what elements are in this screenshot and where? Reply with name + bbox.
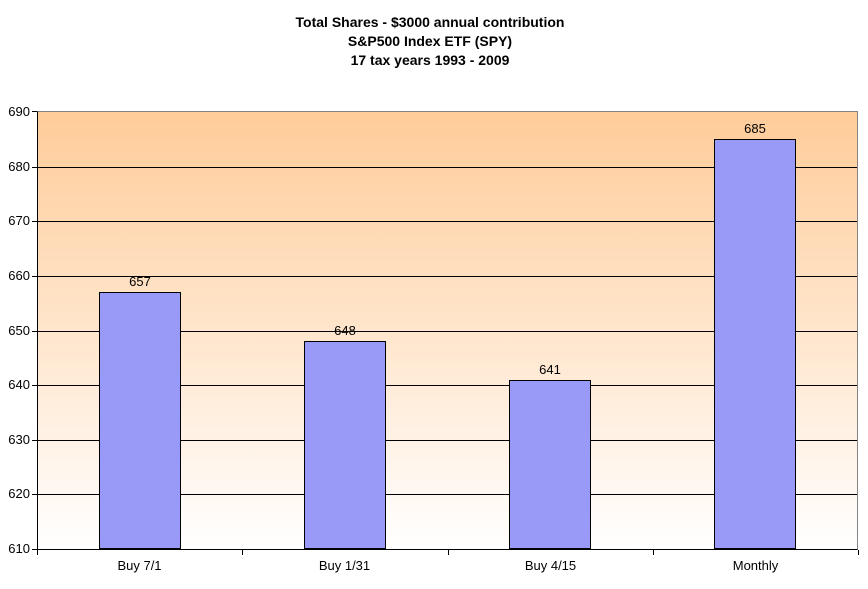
x-axis-label: Buy 4/15 bbox=[524, 558, 577, 573]
chart-title-line-3: 17 tax years 1993 - 2009 bbox=[350, 52, 510, 68]
y-tick-label: 670 bbox=[8, 213, 30, 228]
gridline bbox=[38, 276, 857, 277]
x-tick bbox=[653, 550, 654, 555]
y-tick bbox=[32, 549, 37, 550]
chart-title: Total Shares - $3000 annual contribution… bbox=[0, 13, 860, 70]
plot-area: 657 648 641 685 bbox=[37, 111, 858, 550]
bar bbox=[714, 139, 796, 549]
bar-value-label: 641 bbox=[539, 362, 561, 377]
bar bbox=[509, 380, 591, 549]
y-tick bbox=[32, 276, 37, 277]
gridline bbox=[38, 221, 857, 222]
y-tick bbox=[32, 494, 37, 495]
x-tick bbox=[858, 550, 859, 555]
y-tick-label: 620 bbox=[8, 486, 30, 501]
y-tick-label: 660 bbox=[8, 268, 30, 283]
bar-value-label: 685 bbox=[744, 121, 766, 136]
gridline bbox=[38, 440, 857, 441]
gridline bbox=[38, 385, 857, 386]
y-tick-label: 690 bbox=[8, 104, 30, 119]
y-tick-label: 650 bbox=[8, 323, 30, 338]
y-tick bbox=[32, 440, 37, 441]
chart-title-line-1: Total Shares - $3000 annual contribution bbox=[295, 14, 565, 30]
y-tick-label: 630 bbox=[8, 432, 30, 447]
bar-value-label: 648 bbox=[334, 323, 356, 338]
gridline bbox=[38, 167, 857, 168]
y-tick bbox=[32, 111, 37, 112]
gridline bbox=[38, 331, 857, 332]
x-axis-label: Buy 1/31 bbox=[318, 558, 371, 573]
x-tick bbox=[37, 550, 38, 555]
y-tick bbox=[32, 221, 37, 222]
y-tick-label: 680 bbox=[8, 159, 30, 174]
gridline bbox=[38, 494, 857, 495]
bar bbox=[99, 292, 181, 549]
bar-value-label: 657 bbox=[129, 274, 151, 289]
x-tick bbox=[242, 550, 243, 555]
y-tick bbox=[32, 385, 37, 386]
x-axis-label: Buy 7/1 bbox=[117, 558, 162, 573]
x-tick bbox=[448, 550, 449, 555]
y-tick-label: 610 bbox=[8, 541, 30, 556]
x-axis-label: Monthly bbox=[732, 558, 779, 573]
y-tick bbox=[32, 167, 37, 168]
bar bbox=[304, 341, 386, 549]
y-tick bbox=[32, 331, 37, 332]
y-tick-label: 640 bbox=[8, 377, 30, 392]
chart-title-line-2: S&P500 Index ETF (SPY) bbox=[347, 33, 513, 49]
